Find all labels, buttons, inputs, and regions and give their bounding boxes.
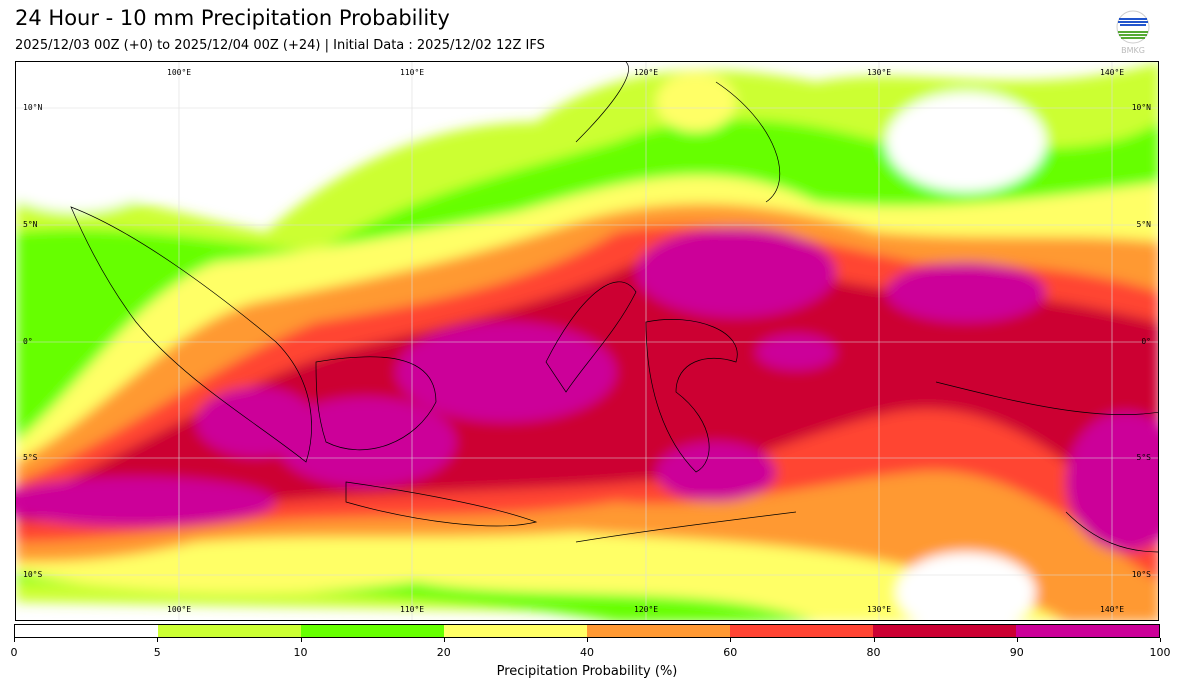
lat-label-left: 10°N [23, 103, 43, 112]
colorbar-segment [15, 625, 158, 637]
colorbar-tick-label: 40 [580, 646, 594, 659]
lon-label-bottom: 140°E [1100, 605, 1125, 614]
lat-label-right: 10°S [1131, 570, 1151, 579]
lon-label-top: 130°E [867, 68, 892, 77]
lon-label-bottom: 120°E [634, 605, 659, 614]
colorbar-tick-mark [14, 638, 15, 642]
colorbar-tick-mark [873, 638, 875, 642]
lat-label-left: 5°S [23, 453, 38, 462]
lon-label-top: 120°E [634, 68, 659, 77]
chart-subtitle: 2025/12/03 00Z (+0) to 2025/12/04 00Z (+… [15, 38, 545, 53]
colorbar-tick-mark [443, 638, 445, 642]
svg-text:BMKG: BMKG [1121, 46, 1145, 55]
lon-label-top: 140°E [1100, 68, 1125, 77]
bmkg-logo: BMKG [1114, 10, 1152, 56]
lon-label-top: 110°E [400, 68, 425, 77]
colorbar-tick-mark [157, 638, 159, 642]
lat-label-right: 10°N [1131, 103, 1151, 112]
colorbar-segment [444, 625, 587, 637]
colorbar-tick-label: 80 [866, 646, 881, 659]
lat-label-right: 5°N [1136, 220, 1151, 229]
colorbar-tick-label: 5 [153, 646, 161, 659]
colorbar-tick-mark [1016, 638, 1018, 642]
lat-label-left: 0° [23, 337, 33, 346]
colorbar-tick-label: 20 [436, 646, 451, 659]
lat-label-right: 0° [1141, 337, 1151, 346]
colorbar-tick-mark [1160, 638, 1161, 642]
colorbar-segment [587, 625, 730, 637]
colorbar-tick-mark [300, 638, 302, 642]
lat-label-right: 5°S [1136, 453, 1151, 462]
colorbar-tick-mark [587, 638, 588, 642]
precipitation-map: 100°E 110°E 120°E 130°E 140°E 100°E 110°… [15, 61, 1159, 621]
colorbar-tick-mark [730, 638, 732, 642]
chart-title: 24 Hour - 10 mm Precipitation Probabilit… [15, 6, 450, 30]
lon-label-bottom: 130°E [867, 605, 892, 614]
colorbar-tick-label: 10 [293, 646, 308, 659]
colorbar-segment [730, 625, 873, 637]
coastlines [70, 62, 1158, 553]
colorbar [14, 624, 1160, 638]
lon-label-bottom: 100°E [167, 605, 192, 614]
colorbar-tick-label: 0 [10, 646, 18, 659]
lon-label-bottom: 110°E [400, 605, 425, 614]
colorbar-segment [873, 625, 1016, 637]
lon-label-top: 100°E [167, 68, 192, 77]
lat-label-left: 10°S [23, 570, 43, 579]
colorbar-segment [301, 625, 444, 637]
colorbar-tick-label: 100 [1149, 646, 1171, 659]
lat-label-left: 5°N [23, 220, 38, 229]
colorbar-segment [158, 625, 301, 637]
colorbar-label: Precipitation Probability (%) [496, 664, 678, 679]
probability-field [16, 62, 1158, 620]
colorbar-segment [1016, 625, 1159, 637]
colorbar-tick-label: 60 [723, 646, 738, 659]
colorbar-tick-label: 90 [1009, 646, 1024, 659]
